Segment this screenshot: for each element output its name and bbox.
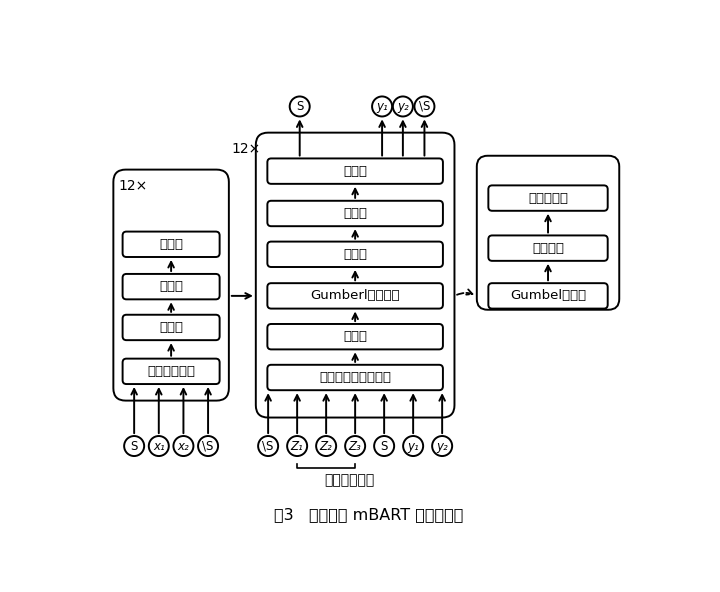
Text: 前馈层: 前馈层	[343, 207, 367, 220]
FancyBboxPatch shape	[267, 324, 443, 349]
Text: 归一化: 归一化	[343, 330, 367, 343]
FancyBboxPatch shape	[267, 242, 443, 267]
Text: 12×: 12×	[118, 179, 147, 193]
Text: 映射网络输出: 映射网络输出	[324, 474, 374, 488]
FancyBboxPatch shape	[267, 159, 443, 184]
Text: 归一化: 归一化	[343, 248, 367, 261]
Text: x₂: x₂	[178, 439, 189, 452]
FancyBboxPatch shape	[256, 133, 454, 417]
FancyBboxPatch shape	[267, 201, 443, 226]
Text: S: S	[130, 439, 138, 452]
Text: Gumberl门控模块: Gumberl门控模块	[310, 289, 400, 303]
FancyBboxPatch shape	[122, 359, 220, 384]
Text: 多头自注意力: 多头自注意力	[147, 365, 195, 378]
FancyBboxPatch shape	[488, 185, 608, 211]
Text: 12×: 12×	[231, 142, 261, 156]
FancyBboxPatch shape	[267, 365, 443, 390]
Text: Gumbel注意力: Gumbel注意力	[510, 289, 586, 303]
Text: y₂: y₂	[436, 439, 448, 452]
FancyBboxPatch shape	[488, 236, 608, 261]
FancyBboxPatch shape	[122, 315, 220, 340]
Text: y₁: y₁	[408, 439, 419, 452]
Text: 图3   修改后的 mBART 模型结构图: 图3 修改后的 mBART 模型结构图	[274, 507, 464, 522]
Text: Z₃: Z₃	[348, 439, 361, 452]
Text: 归一化: 归一化	[159, 238, 183, 251]
Text: Z₂: Z₂	[320, 439, 333, 452]
Text: 前馈层: 前馈层	[159, 280, 183, 293]
FancyBboxPatch shape	[488, 283, 608, 308]
Text: y₁: y₁	[377, 100, 388, 113]
Text: 交叉注意力: 交叉注意力	[528, 192, 568, 205]
FancyBboxPatch shape	[477, 156, 619, 310]
Text: x₁: x₁	[153, 439, 165, 452]
Text: Z₁: Z₁	[291, 439, 304, 452]
Text: S: S	[296, 100, 303, 113]
Text: 归一化: 归一化	[159, 321, 183, 334]
Text: 归一化: 归一化	[343, 165, 367, 178]
Text: \S: \S	[419, 100, 430, 113]
FancyBboxPatch shape	[113, 169, 229, 401]
Text: \S: \S	[263, 439, 274, 452]
FancyBboxPatch shape	[122, 231, 220, 257]
Text: 非因果多头自注意力: 非因果多头自注意力	[319, 371, 391, 384]
Text: y₂: y₂	[397, 100, 409, 113]
Text: 门控融合: 门控融合	[532, 242, 564, 255]
FancyBboxPatch shape	[122, 274, 220, 300]
Text: \S: \S	[202, 439, 214, 452]
Text: S: S	[380, 439, 388, 452]
FancyBboxPatch shape	[267, 283, 443, 308]
